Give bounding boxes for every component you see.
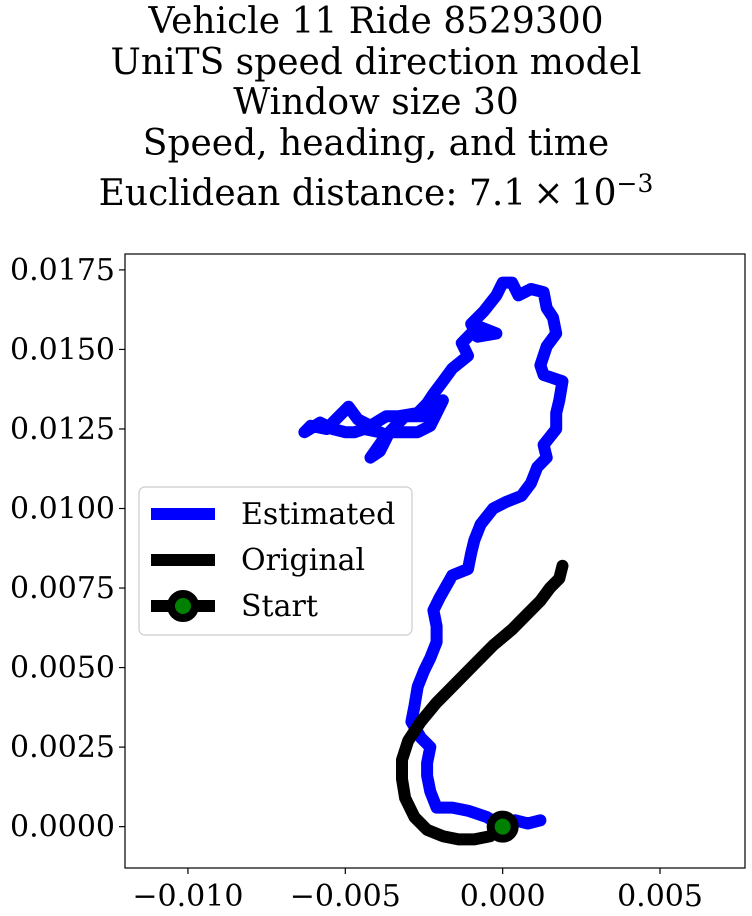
x-tick-label: −0.005 — [290, 879, 401, 914]
start-marker — [486, 810, 519, 843]
axes-frame — [124, 253, 746, 869]
legend-label-original: Original — [241, 543, 365, 578]
y-tick-label: 0.0175 — [10, 253, 115, 288]
plot-lines — [298, 276, 569, 846]
y-tick-label: 0.0025 — [10, 730, 115, 765]
legend-label-estimated: Estimated — [241, 497, 395, 532]
chart-title: Vehicle 11 Ride 8529300 UniTS speed dire… — [0, 1, 752, 215]
title-line-3: Window size 30 — [233, 82, 519, 123]
y-tick-label: 0.0100 — [10, 492, 115, 527]
y-tick-label: 0.0050 — [10, 651, 115, 686]
legend: Estimated Original Start — [138, 486, 413, 636]
y-tick-label: 0.0075 — [10, 571, 115, 606]
title-line-4: Speed, heading, and time — [142, 122, 610, 164]
series-line-original — [396, 559, 569, 846]
x-tick-label: −0.010 — [132, 879, 243, 914]
title-line-5: Euclidean distance: 7.1 × 10−3 — [0, 164, 752, 215]
legend-box — [138, 486, 413, 636]
series-line-estimated — [298, 276, 569, 833]
y-tick-label: 0.0125 — [10, 412, 115, 447]
legend-label-start: Start — [241, 589, 318, 624]
title-line-1: Vehicle 11 Ride 8529300 — [148, 1, 604, 42]
title-distance-exponent: −3 — [616, 169, 654, 198]
x-axis: −0.010 −0.005 0.000 0.005 — [132, 868, 703, 914]
title-distance-text: Euclidean distance: 7.1 × 10 — [98, 173, 617, 214]
y-tick-label: 0.0000 — [10, 810, 115, 845]
x-tick-label: 0.005 — [617, 879, 703, 914]
y-tick-label: 0.0150 — [10, 332, 115, 367]
y-axis: 0.0000 0.0025 0.0050 0.0075 0.0100 0.0125 0.01… — [10, 253, 125, 845]
title-line-2: UniTS speed direction model — [110, 41, 642, 83]
legend-marker-start — [167, 590, 199, 622]
x-tick-label: 0.000 — [460, 879, 546, 914]
